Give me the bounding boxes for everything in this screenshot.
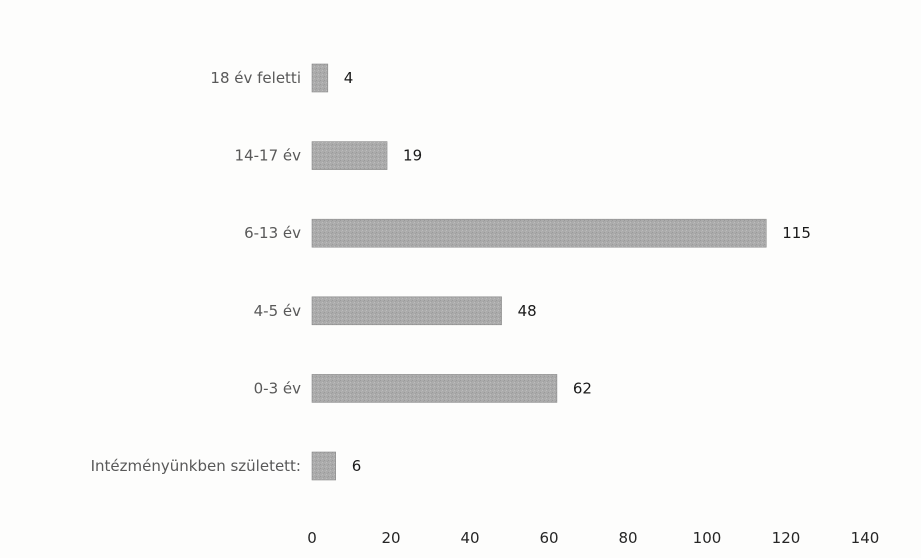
category-label-14-17-ev: 14-17 év: [235, 147, 302, 165]
data-label-18-ev-feletti: 4: [344, 69, 354, 87]
x-tick-label-80: 80: [618, 529, 637, 547]
x-tick-label-100: 100: [693, 529, 722, 547]
x-tick-label-0: 0: [307, 529, 317, 547]
data-label-14-17-ev: 19: [403, 147, 422, 165]
x-axis-ticks: 0 20 40 60 80 100 120 140: [307, 529, 879, 547]
x-tick-label-120: 120: [772, 529, 801, 547]
bar-4-5-ev: [311, 296, 502, 326]
x-tick-label-140: 140: [851, 529, 880, 547]
data-label-0-3-ev: 62: [573, 379, 592, 397]
bar-intezmenyunkben-szuletett: [311, 451, 337, 481]
bar-0-3-ev: [311, 374, 558, 403]
data-label-intezmenyunkben-szuletett: 6: [352, 457, 362, 475]
x-tick-label-40: 40: [460, 529, 479, 547]
x-tick-label-20: 20: [381, 529, 400, 547]
category-label-intezmenyunkben-szuletett: Intézményünkben született:: [91, 457, 301, 475]
labels-layer: 18 év feletti 4 14-17 év 19 6-13 év 115 4-5 év…: [91, 69, 811, 475]
bar-14-17-ev: [311, 141, 388, 170]
bars-layer: [311, 63, 767, 481]
bar-18-ev-feletti: [311, 63, 329, 93]
x-tick-label-60: 60: [539, 529, 558, 547]
bar-6-13-ev: [311, 218, 767, 248]
category-label-18-ev-feletti: 18 év feletti: [210, 69, 301, 87]
category-label-6-13-ev: 6-13 év: [244, 224, 301, 242]
data-label-6-13-ev: 115: [782, 224, 811, 242]
category-label-0-3-ev: 0-3 év: [254, 379, 301, 397]
category-label-4-5-ev: 4-5 év: [254, 302, 301, 320]
data-label-4-5-ev: 48: [518, 302, 537, 320]
